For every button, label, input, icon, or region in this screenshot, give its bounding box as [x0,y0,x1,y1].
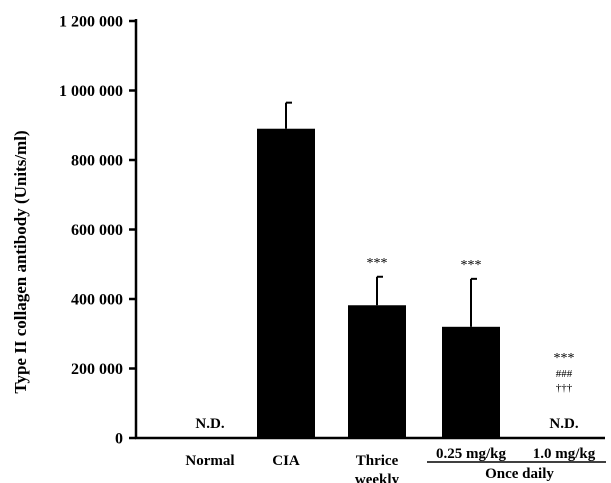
significance-marker: ### [556,368,573,380]
group-label: Once daily [485,466,554,482]
x-category-label: Thrice [356,453,399,469]
y-tick-label: 0 [115,431,123,448]
significance-marker: ††† [556,382,573,394]
bar-thrice [348,305,406,438]
significance-marker: *** [461,258,482,273]
y-axis: 0 200 000 400 000 600 000 800 000 1 000 000 1 … [59,14,138,448]
bar-dose025 [442,326,500,438]
bars: N.D. *** *** N.D. *** ### ††† [195,101,579,438]
x-category-label: 1.0 mg/kg [533,446,596,462]
x-category-label: CIA [272,453,300,469]
significance-marker: *** [367,256,388,271]
y-tick-label: 1 000 000 [59,83,123,100]
y-tick-label: 200 000 [71,361,123,378]
not-detected-label: N.D. [195,416,224,432]
category-labels: Normal CIA Thrice weekly 0.25 mg/kg 1.0 mg/kg… [185,446,606,483]
y-axis-label: Type II collagen antibody (Units/ml) [11,130,30,393]
bar-cia [257,128,315,438]
significance-marker: *** [554,351,575,366]
x-category-label: Normal [185,453,234,469]
y-tick-label: 800 000 [71,153,123,170]
not-detected-label: N.D. [549,416,578,432]
x-category-label: weekly [355,472,400,483]
x-category-label: 0.25 mg/kg [436,446,507,462]
y-tick-label: 400 000 [71,292,123,309]
y-tick-label: 600 000 [71,222,123,239]
y-tick-label: 1 200 000 [59,14,123,31]
